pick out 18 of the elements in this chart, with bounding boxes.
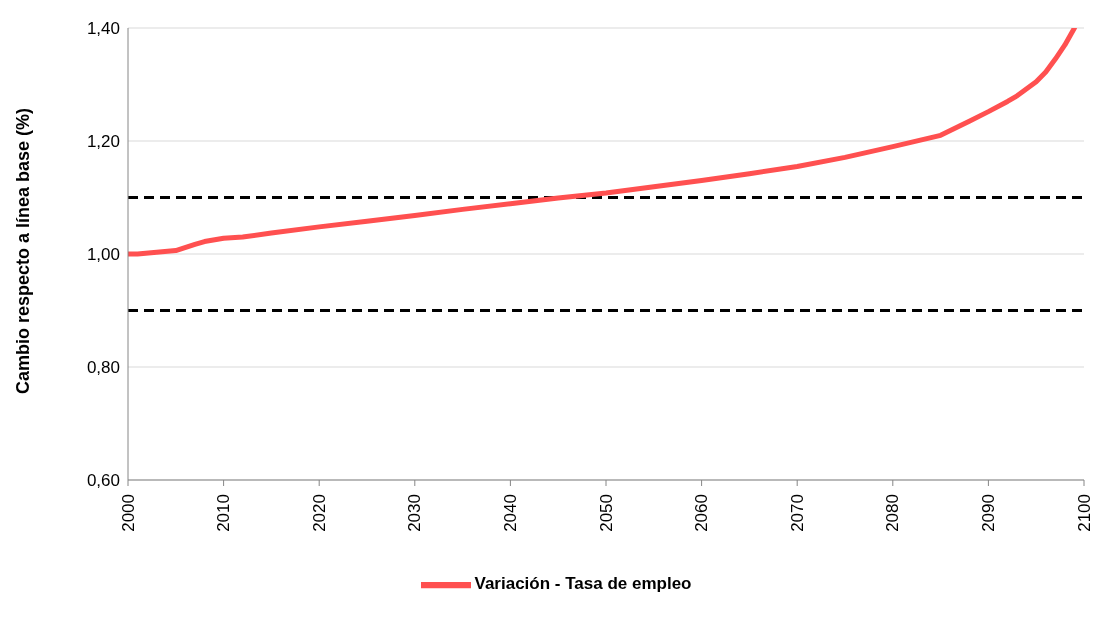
x-tick-label: 2040 xyxy=(500,494,520,532)
legend-label: Variación - Tasa de empleo xyxy=(474,574,692,594)
x-tick-label: 2100 xyxy=(1074,494,1094,532)
y-axis-title: Cambio respecto a línea base (%) xyxy=(13,107,34,394)
x-tick-label: 2030 xyxy=(405,494,425,532)
x-tick-label: 2000 xyxy=(118,494,138,532)
y-tick-label: 1,20 xyxy=(86,132,120,152)
x-tick-label: 2050 xyxy=(596,494,616,532)
x-tick-label: 2080 xyxy=(883,494,903,532)
y-tick-label: 1,00 xyxy=(86,245,120,265)
x-tick-label: 2070 xyxy=(787,494,807,532)
x-tick-label: 2020 xyxy=(309,494,329,532)
y-tick-label: 0,60 xyxy=(86,471,120,491)
y-tick-label: 0,80 xyxy=(86,358,120,378)
x-tick-label: 2060 xyxy=(692,494,712,532)
x-tick-label: 2010 xyxy=(214,494,234,532)
y-tick-label: 1,40 xyxy=(86,19,120,39)
x-tick-label: 2090 xyxy=(978,494,998,532)
